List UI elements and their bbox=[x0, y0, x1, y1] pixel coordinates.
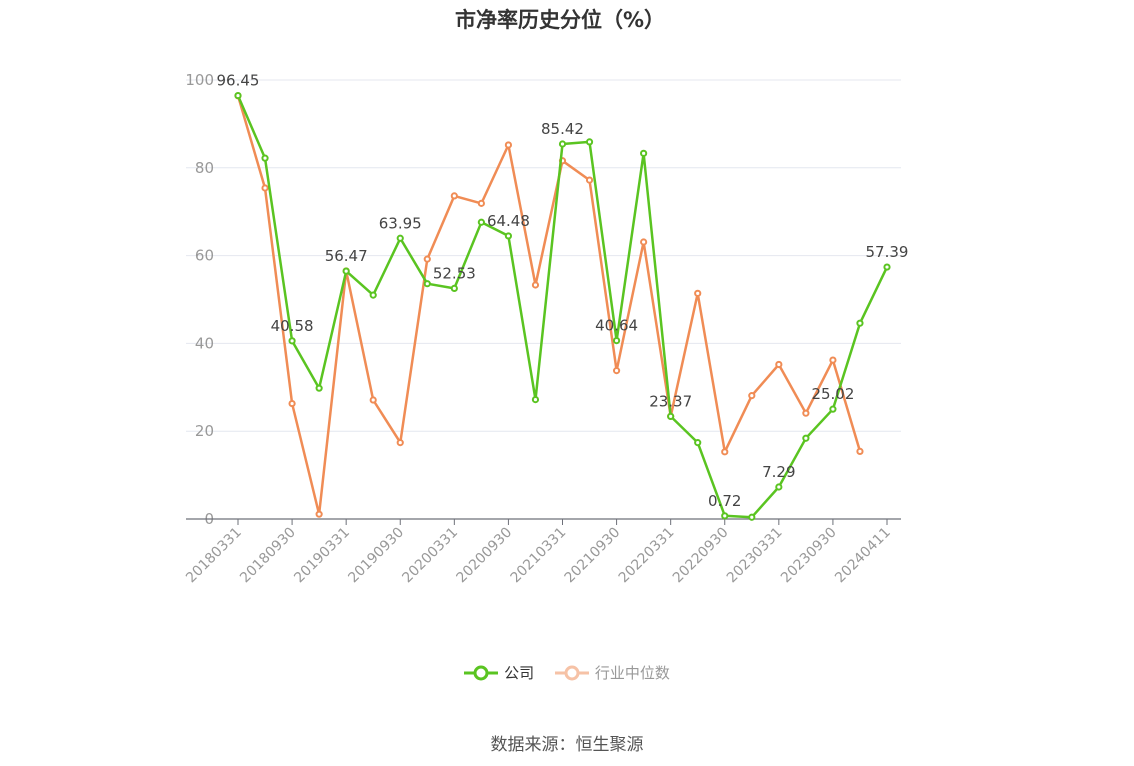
company-point bbox=[612, 336, 621, 345]
company-point bbox=[667, 412, 675, 421]
industry-point bbox=[748, 392, 756, 400]
data-labels: 96.45 40.58 56.47 63.95 52.53 64.48 85.42 40.64… bbox=[217, 72, 909, 510]
industry-point bbox=[640, 238, 648, 246]
x-tick-label: 20220331 bbox=[616, 525, 678, 587]
company-point bbox=[423, 280, 431, 288]
legend-industry-label: 行业中位数 bbox=[594, 664, 670, 682]
industry-point bbox=[450, 192, 458, 200]
company-point bbox=[775, 483, 783, 491]
company-point bbox=[261, 154, 269, 162]
company-point bbox=[315, 384, 323, 392]
x-tick-label: 20200930 bbox=[454, 525, 516, 587]
company-point bbox=[640, 149, 648, 157]
industry-point bbox=[315, 510, 323, 518]
industry-point bbox=[802, 409, 810, 417]
chart-title: 市净率历史分位（%） bbox=[454, 8, 666, 32]
company-point bbox=[531, 395, 540, 404]
series-lines bbox=[234, 91, 891, 521]
industry-point bbox=[288, 399, 296, 408]
x-tick-label: 20220930 bbox=[670, 525, 732, 587]
x-tick-label: 20180331 bbox=[183, 525, 245, 587]
x-tick-label: 20210930 bbox=[562, 525, 624, 587]
company-point bbox=[504, 232, 513, 240]
industry-point bbox=[612, 367, 621, 375]
industry-point bbox=[721, 448, 729, 456]
grid-lines bbox=[186, 79, 901, 432]
company-point bbox=[585, 138, 594, 146]
data-label: 85.42 bbox=[541, 120, 584, 138]
data-label: 64.48 bbox=[487, 212, 530, 230]
data-label: 52.53 bbox=[433, 264, 476, 282]
data-label: 7.29 bbox=[762, 463, 795, 481]
company-point bbox=[748, 513, 756, 521]
company-point bbox=[558, 140, 567, 148]
legend: 公司 行业中位数 bbox=[0, 662, 1134, 685]
company-point bbox=[477, 218, 485, 226]
company-point bbox=[721, 512, 729, 520]
company-point bbox=[694, 439, 702, 447]
industry-point bbox=[261, 184, 269, 192]
company-point bbox=[288, 337, 296, 345]
x-tick-label: 20230331 bbox=[724, 525, 786, 587]
y-tick-label: 20 bbox=[195, 422, 214, 440]
company-point bbox=[396, 234, 404, 242]
industry-point bbox=[369, 396, 377, 404]
industry-point bbox=[694, 289, 702, 297]
y-tick-label: 60 bbox=[195, 247, 214, 265]
legend-company-label: 公司 bbox=[504, 664, 535, 682]
industry-point bbox=[531, 281, 540, 289]
data-label: 57.39 bbox=[866, 243, 909, 261]
industry-point bbox=[775, 360, 783, 369]
y-tick-label: 100 bbox=[185, 71, 214, 89]
company-point bbox=[342, 267, 350, 275]
data-label: 63.95 bbox=[379, 214, 422, 232]
data-label: 40.64 bbox=[595, 317, 638, 335]
industry-point bbox=[504, 141, 513, 149]
data-label: 0.72 bbox=[708, 492, 741, 510]
legend-industry-icon bbox=[554, 665, 589, 680]
company-point bbox=[450, 284, 458, 292]
line-chart: 0204060801002018033120180930201903312019… bbox=[183, 71, 909, 587]
data-label: 25.02 bbox=[811, 385, 854, 403]
legend-item-company[interactable]: 公司 bbox=[464, 662, 534, 683]
company-point bbox=[802, 434, 810, 442]
company-point bbox=[883, 263, 891, 271]
data-label: 23.37 bbox=[649, 392, 692, 410]
industry-point bbox=[396, 439, 404, 447]
legend-item-industry[interactable]: 行业中位数 bbox=[554, 662, 670, 683]
y-tick-label: 80 bbox=[195, 159, 214, 177]
x-tick-label: 20190331 bbox=[291, 525, 353, 587]
data-label: 96.45 bbox=[217, 72, 260, 90]
data-label: 40.58 bbox=[271, 317, 314, 335]
company-point bbox=[234, 91, 242, 100]
data-label: 56.47 bbox=[325, 247, 368, 265]
industry-point bbox=[585, 176, 594, 184]
company-point bbox=[829, 405, 837, 413]
company-point bbox=[856, 319, 864, 327]
y-tick-label: 40 bbox=[195, 334, 214, 352]
industry-point bbox=[829, 356, 837, 364]
industry-point bbox=[423, 255, 431, 263]
company-point bbox=[369, 291, 377, 299]
x-tick-label: 20230930 bbox=[778, 525, 840, 587]
legend-company-icon bbox=[464, 665, 499, 680]
x-tick-label: 20240411 bbox=[832, 525, 894, 587]
source-note: 数据来源：恒生聚源 bbox=[490, 735, 644, 755]
industry-point bbox=[856, 447, 864, 455]
x-tick-label: 20210331 bbox=[508, 525, 570, 587]
x-tick-label: 20200331 bbox=[399, 525, 461, 587]
x-tick-label: 20190930 bbox=[345, 525, 407, 587]
x-tick-label: 20180930 bbox=[237, 525, 299, 587]
industry-point bbox=[477, 199, 485, 207]
series-line-industry bbox=[236, 95, 862, 516]
